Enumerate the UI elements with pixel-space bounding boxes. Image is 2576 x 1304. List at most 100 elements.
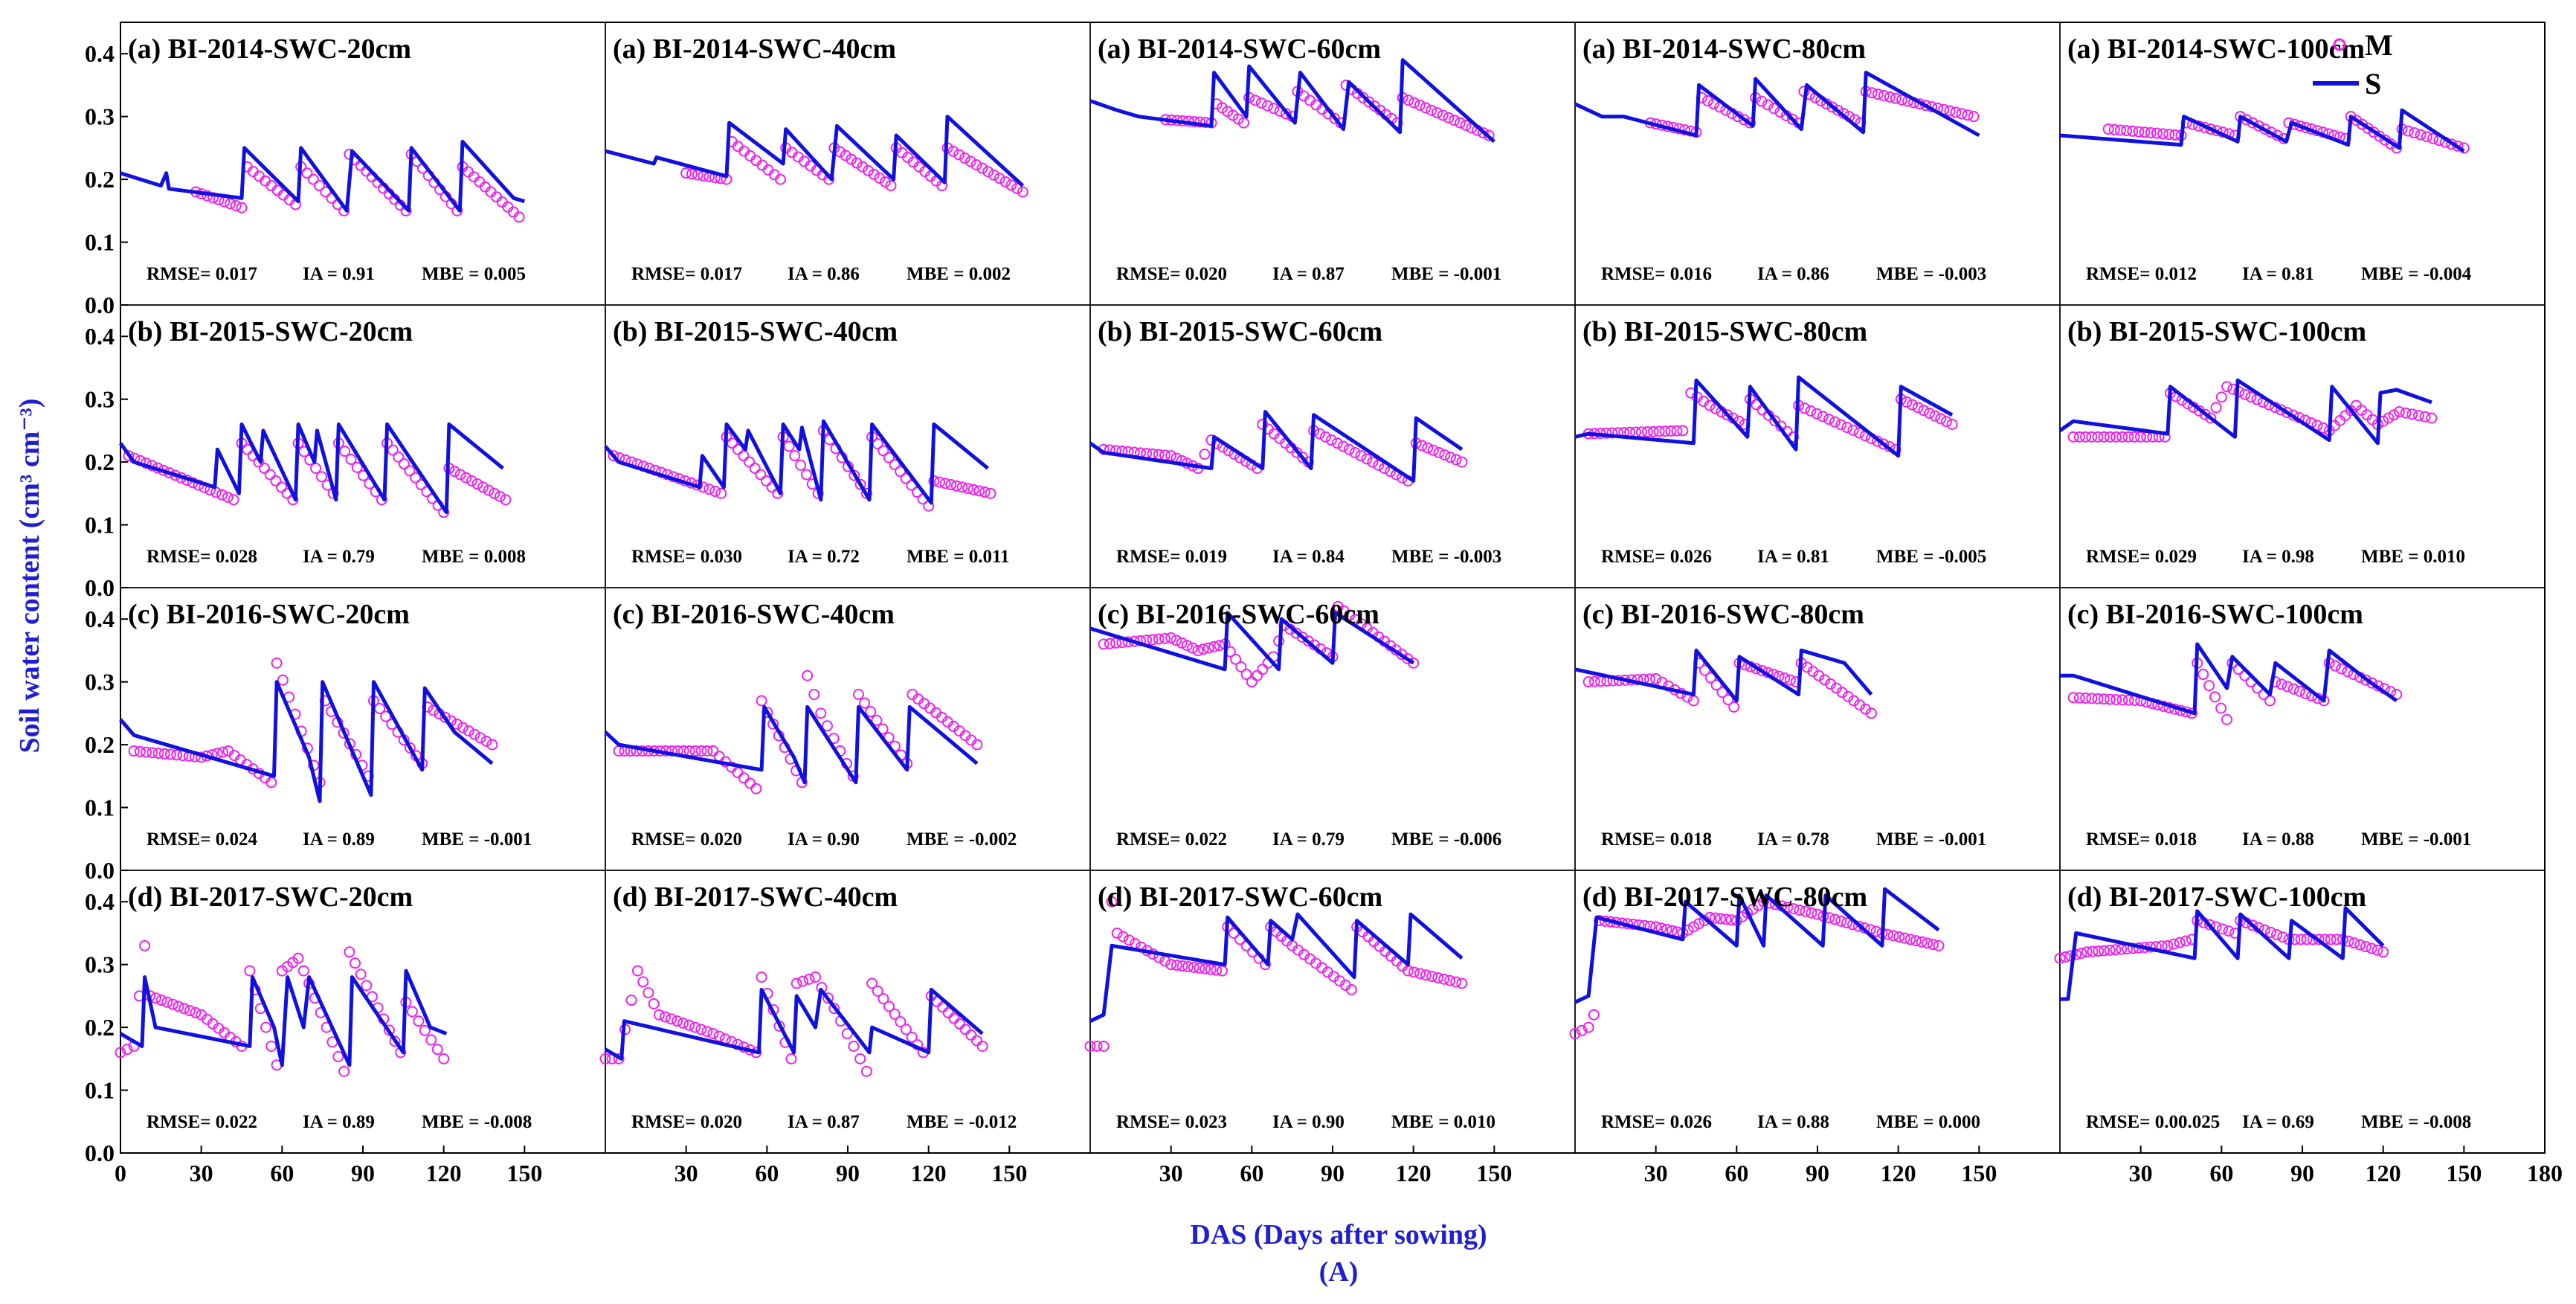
measured-point [413, 1015, 425, 1027]
simulated-line [1089, 912, 1464, 1023]
simulated-line [604, 419, 989, 505]
stat-mbe: MBE = -0.002 [907, 829, 1017, 849]
stat-mbe: MBE = -0.004 [2361, 264, 2472, 284]
measured-point [1187, 642, 1199, 654]
measured-point [2383, 412, 2395, 424]
measured-point [1188, 961, 1200, 973]
y-tick-label: 0.2 [85, 1014, 115, 1041]
x-tick-label: 120 [2366, 1160, 2401, 1186]
measured-point [1361, 453, 1373, 465]
measured-point [513, 211, 525, 223]
measured-point [871, 714, 883, 726]
measured-point [1211, 964, 1223, 976]
measured-point [1665, 425, 1677, 437]
measured-point [939, 478, 951, 489]
measured-point [1200, 963, 1211, 974]
measured-point [216, 489, 228, 501]
measured-point [2086, 431, 2098, 443]
measured-point [2221, 381, 2233, 393]
y-tick-label: 0.2 [85, 449, 115, 475]
measured-point [225, 198, 236, 210]
measured-point [934, 476, 946, 488]
measured-point [173, 1001, 184, 1012]
measured-point [1181, 640, 1193, 652]
measured-point [840, 150, 851, 161]
measured-point [1314, 428, 1326, 440]
measured-point [2409, 127, 2421, 139]
measured-point [1606, 427, 1618, 439]
measured-point [1432, 107, 1443, 119]
stat-rmse: RMSE= 0.017 [146, 264, 257, 284]
measured-point [1349, 446, 1361, 458]
measured-point [1794, 904, 1806, 916]
measured-point [785, 1053, 797, 1064]
measured-point [1420, 969, 1432, 981]
panel-title: (a) BI-2014-SWC-60cm [1098, 33, 1381, 65]
measured-point [2174, 937, 2186, 948]
measured-point [637, 976, 649, 988]
panel-title: (a) BI-2014-SWC-100cm [2067, 33, 2365, 65]
simulated-line [1574, 648, 1873, 703]
measured-point [2287, 683, 2299, 695]
measured-point [857, 161, 869, 173]
measured-point [2209, 691, 2221, 703]
measured-point [680, 167, 692, 179]
measured-point [988, 169, 999, 181]
measured-point [1687, 921, 1699, 933]
measured-point [1355, 450, 1367, 462]
measured-point [659, 1011, 671, 1023]
stat-mbe: MBE = -0.001 [422, 829, 532, 849]
measured-point [1117, 931, 1129, 942]
x-tick-label: 30 [190, 1160, 213, 1186]
measured-point [1677, 425, 1689, 437]
measured-point [1708, 98, 1720, 110]
panel-title: (d) BI-2017-SWC-40cm [613, 881, 898, 913]
measured-point [2276, 678, 2287, 690]
stat-rmse: RMSE= 0.022 [146, 1112, 257, 1132]
measured-point [2277, 931, 2289, 943]
measured-point [2412, 410, 2424, 422]
measured-point [2282, 407, 2293, 419]
measured-point [874, 172, 886, 184]
measured-point [2102, 123, 2114, 135]
measured-point [480, 736, 492, 748]
measured-point [277, 674, 289, 686]
measured-point [1439, 449, 1451, 461]
measured-point [474, 732, 486, 744]
measured-point [1249, 94, 1261, 106]
measured-point [419, 1024, 431, 1036]
panel-4: (a) BI-2014-SWC-80cm RMSE= 0.016 IA = 0.86… [1574, 22, 2061, 306]
measured-point [2073, 692, 2085, 704]
y-tick-label: 0.4 [85, 888, 115, 915]
stat-mbe: MBE = -0.003 [1391, 547, 1501, 567]
panel-18: 30 60 90 120 150 (d) BI-2017-SWC-60cm RMSE= 0.… [1084, 870, 1576, 1186]
measured-point [1165, 959, 1177, 971]
measured-point [1832, 104, 1844, 116]
stat-mbe: MBE = 0.005 [422, 264, 526, 284]
measured-point [1878, 90, 1890, 102]
measured-point [1904, 934, 1916, 945]
measured-point [822, 992, 834, 1004]
measured-point [165, 748, 177, 760]
stat-ia: IA = 0.81 [2242, 264, 2314, 284]
measured-point [976, 1040, 988, 1052]
measured-point [228, 494, 239, 506]
measured-point [393, 451, 405, 463]
panel-16: 0.0 0.1 0.2 0.3 0.4 0 30 60 90 120 150 (d) BI-2017-… [85, 870, 606, 1186]
measured-point [802, 669, 814, 681]
measured-point [1647, 425, 1659, 437]
measured-point [885, 180, 897, 192]
measured-point [2415, 129, 2427, 141]
measured-point [2080, 431, 2092, 443]
simulated-line [1574, 887, 1940, 1004]
measured-point [1460, 119, 1472, 131]
measured-point [1728, 701, 1740, 713]
stat-ia: IA = 0.89 [303, 1112, 375, 1132]
measured-point [1182, 960, 1194, 972]
stat-ia: IA = 0.90 [788, 829, 860, 849]
measured-point [264, 469, 276, 481]
panel-border [605, 304, 1091, 588]
measured-point [1847, 424, 1859, 436]
measured-point [463, 725, 474, 737]
stat-mbe: MBE = 0.010 [1391, 1112, 1495, 1132]
